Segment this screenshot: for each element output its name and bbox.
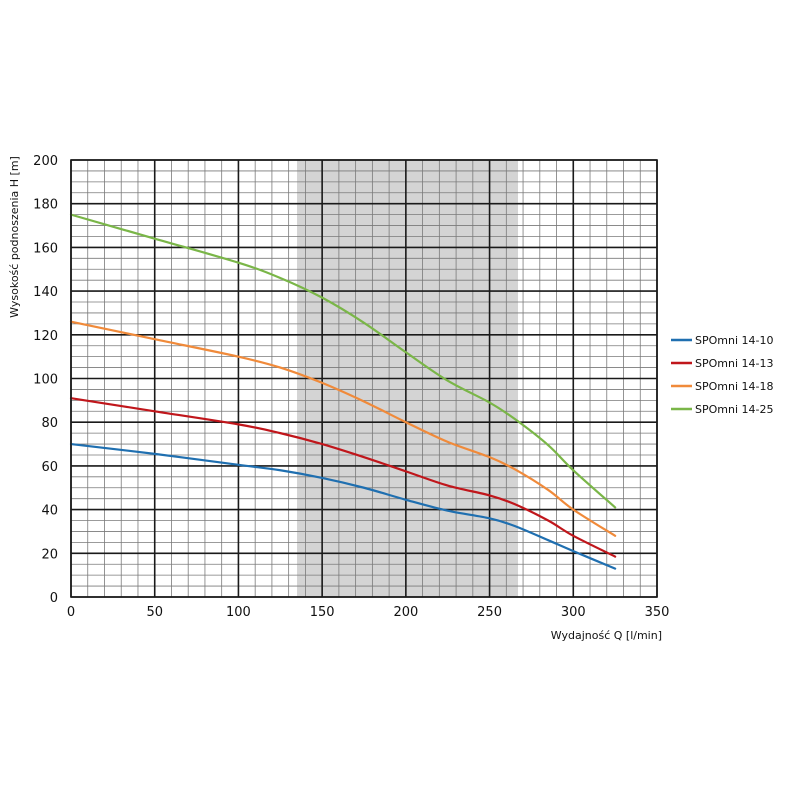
series-line-3 [69, 320, 617, 537]
x-axis-title: Wydajność Q [l/min] [551, 629, 662, 642]
series-line-1 [69, 442, 617, 570]
y-tick-label: 100 [33, 373, 58, 388]
y-tick-label: 160 [33, 241, 58, 256]
series-line-4 [69, 213, 617, 509]
y-tick-label: 80 [41, 416, 58, 431]
legend-label-4: SPOmni 14-25 [695, 403, 773, 416]
x-tick-label: 150 [310, 605, 335, 620]
y-tick-label: 40 [41, 504, 58, 519]
x-tick-label: 250 [477, 605, 502, 620]
y-tick-label: 180 [33, 198, 58, 213]
y-tick-label: 60 [41, 460, 58, 475]
x-tick-label: 50 [146, 605, 163, 620]
y-tick-label: 20 [41, 547, 58, 562]
x-tick-label: 0 [67, 605, 75, 620]
legend-label-3: SPOmni 14-18 [695, 380, 773, 393]
y-tick-label: 120 [33, 329, 58, 344]
y-tick-label: 200 [33, 154, 58, 169]
legend-label-2: SPOmni 14-13 [695, 357, 773, 370]
legend-label-1: SPOmni 14-10 [695, 334, 773, 347]
x-tick-label: 300 [561, 605, 586, 620]
y-tick-label: 140 [33, 285, 58, 300]
x-tick-label: 350 [645, 605, 670, 620]
plot-frame [70, 159, 658, 598]
x-tick-label: 200 [393, 605, 418, 620]
y-axis-title: Wysokość podnoszenia H [m] [8, 156, 21, 318]
series-line-2 [69, 397, 617, 558]
x-tick-label: 100 [226, 605, 251, 620]
y-tick-label: 0 [50, 591, 58, 606]
